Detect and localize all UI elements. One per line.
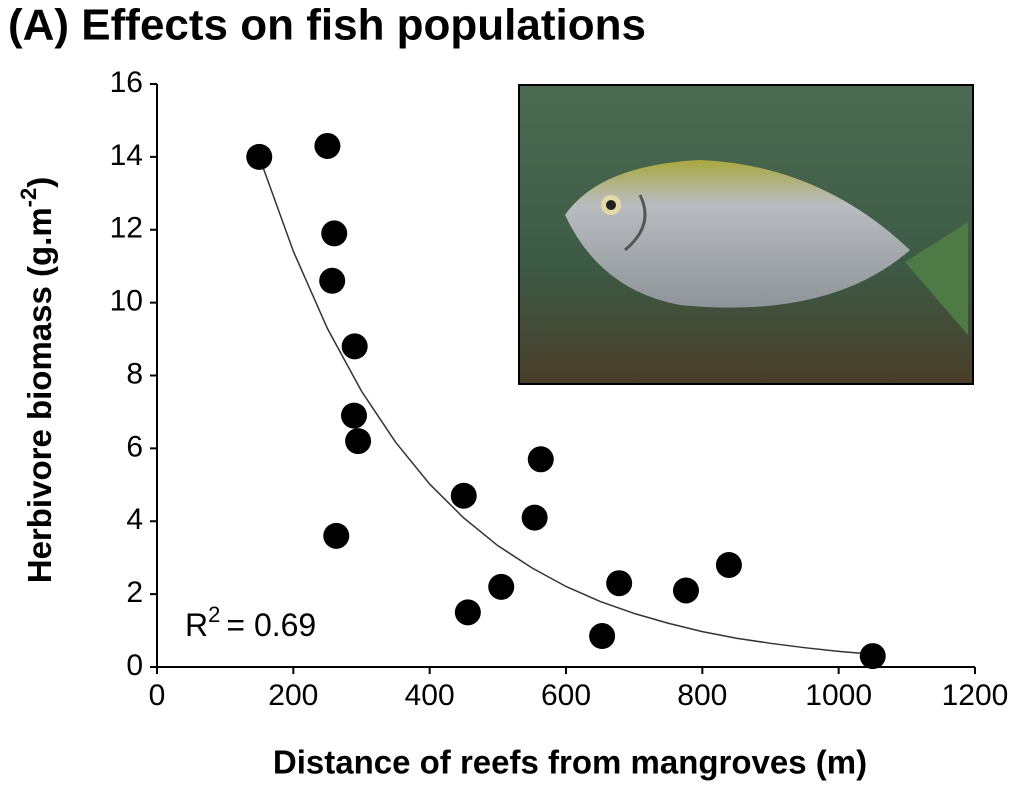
data-point [606,570,633,597]
data-point [859,643,886,670]
data-point [321,220,348,247]
y-tick-label: 6 [126,430,143,463]
x-axis-label: Distance of reefs from mangroves (m) [273,744,867,781]
y-tick-label: 4 [126,503,143,536]
y-label-text: Herbivore biomass (g.m [21,207,58,583]
data-point [341,402,368,429]
y-tick-label: 12 [110,212,143,245]
x-tick-label: 0 [149,679,166,712]
chart-title: (A) Effects on fish populations [8,1,646,50]
data-point [672,577,699,604]
data-point [488,573,515,600]
y-label-end: ) [21,177,58,188]
x-tick-label: 1000 [805,679,872,712]
x-tick-label: 400 [405,679,455,712]
x-tick-label: 800 [677,679,727,712]
x-tick-label: 600 [541,679,591,712]
y-tick-label: 10 [110,285,143,318]
y-tick-label: 0 [126,649,143,682]
y-label-sup: -2 [16,188,41,208]
x-tick-label: 200 [268,679,318,712]
data-point [345,428,372,455]
fit-curve [258,156,873,655]
data-point [715,551,742,578]
y-tick-label: 14 [110,139,143,172]
data-point [314,132,341,159]
y-tick-label: 8 [126,357,143,390]
annotation-text: R [185,607,208,643]
data-point [527,446,554,473]
y-axis-label: Herbivore biomass (g.m-2) [16,177,58,584]
data-point [341,333,368,360]
data-point [323,522,350,549]
annotation: R2 = 0.69 [185,602,316,644]
data-point [454,599,481,626]
data-point [246,143,273,170]
annotation-rest: = 0.69 [226,607,316,643]
photo-inset [518,84,974,385]
y-tick-label: 2 [126,576,143,609]
x-tick-label: 1200 [942,679,1009,712]
data-point [450,482,477,509]
annotation-sup: 2 [208,602,220,627]
data-point [319,267,346,294]
data-point [521,504,548,531]
data-point [589,623,616,650]
y-tick-label: 16 [110,66,143,99]
